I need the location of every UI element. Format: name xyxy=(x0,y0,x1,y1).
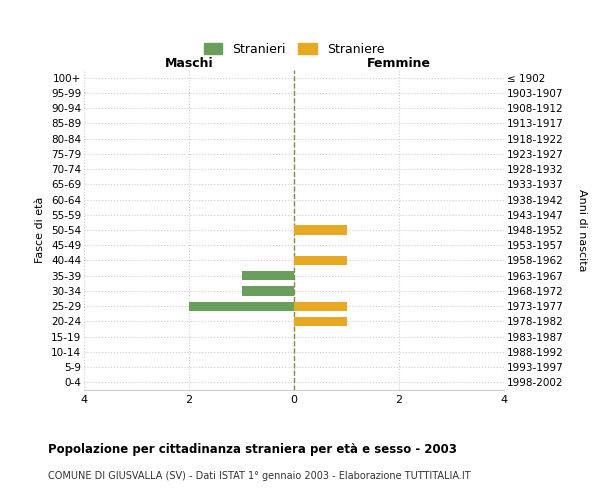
Text: COMUNE DI GIUSVALLA (SV) - Dati ISTAT 1° gennaio 2003 - Elaborazione TUTTITALIA.: COMUNE DI GIUSVALLA (SV) - Dati ISTAT 1°… xyxy=(48,471,470,481)
Y-axis label: Fasce di età: Fasce di età xyxy=(35,197,46,263)
Bar xyxy=(294,256,347,265)
Bar xyxy=(294,226,347,234)
Text: Popolazione per cittadinanza straniera per età e sesso - 2003: Popolazione per cittadinanza straniera p… xyxy=(48,442,457,456)
Bar xyxy=(241,286,294,296)
Bar xyxy=(294,302,347,311)
Text: Maschi: Maschi xyxy=(164,57,214,70)
Bar xyxy=(241,271,294,280)
Bar xyxy=(294,317,347,326)
Legend: Stranieri, Straniere: Stranieri, Straniere xyxy=(199,38,389,61)
Text: Femmine: Femmine xyxy=(367,57,431,70)
Y-axis label: Anni di nascita: Anni di nascita xyxy=(577,188,587,271)
Bar xyxy=(189,302,294,311)
